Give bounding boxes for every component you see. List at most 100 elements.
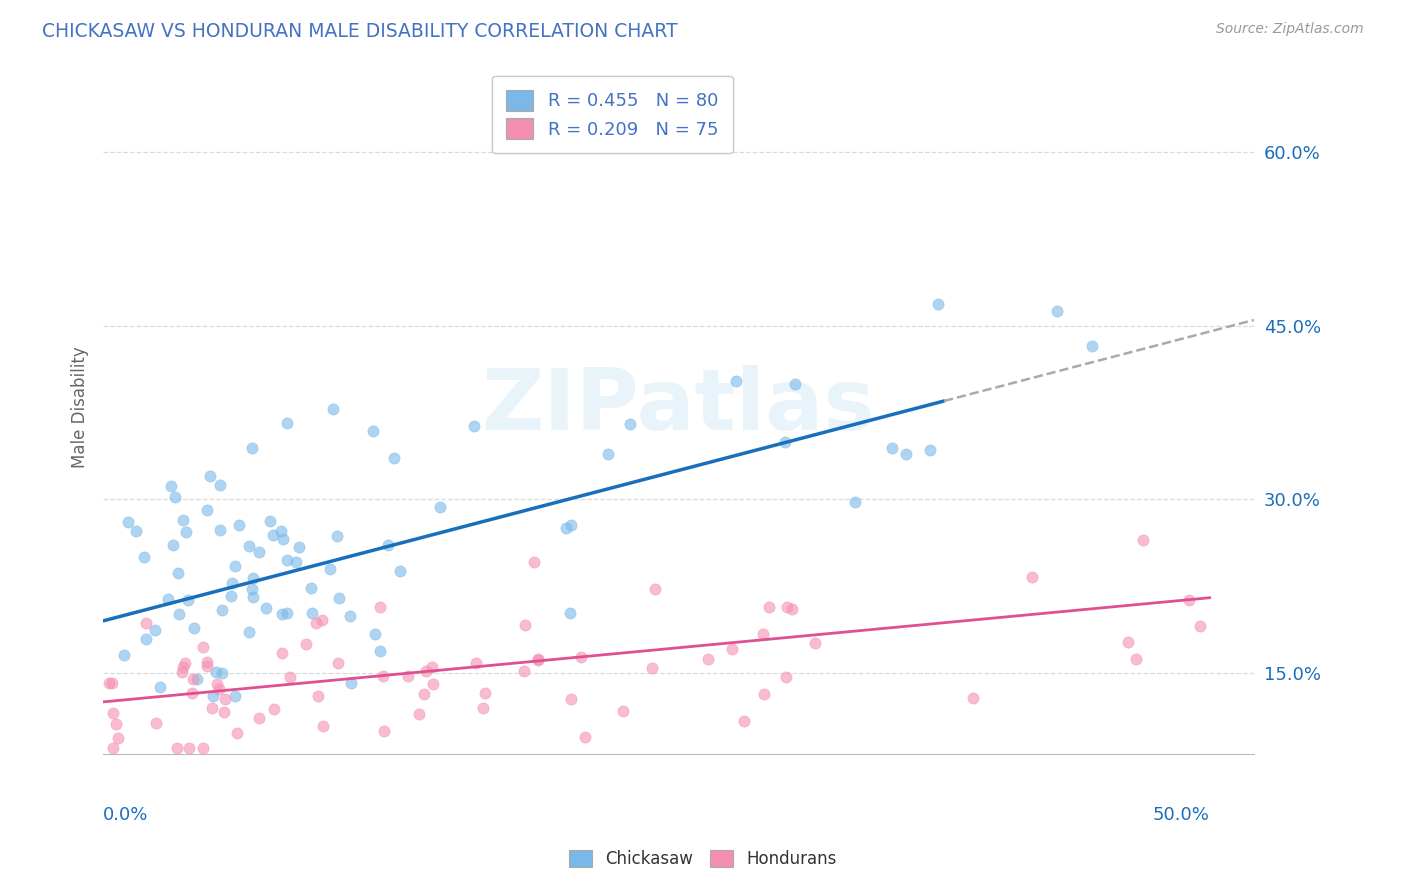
Point	[249, 711, 271, 725]
Point	[117, 515, 139, 529]
Point	[803, 635, 825, 649]
Point	[221, 576, 243, 591]
Point	[149, 681, 172, 695]
Point	[1177, 593, 1199, 607]
Point	[145, 716, 167, 731]
Point	[132, 550, 155, 565]
Point	[776, 599, 799, 614]
Point	[170, 665, 193, 679]
Point	[775, 670, 797, 684]
Point	[242, 590, 264, 604]
Point	[312, 718, 335, 732]
Point	[162, 538, 184, 552]
Point	[169, 607, 191, 621]
Point	[1046, 304, 1069, 318]
Point	[474, 686, 496, 700]
Point	[143, 623, 166, 637]
Point	[619, 417, 641, 431]
Point	[326, 657, 349, 671]
Point	[472, 700, 495, 714]
Point	[186, 672, 208, 686]
Point	[361, 424, 384, 438]
Point	[389, 565, 412, 579]
Point	[263, 702, 285, 716]
Point	[307, 690, 329, 704]
Point	[962, 690, 984, 705]
Point	[463, 418, 485, 433]
Point	[276, 417, 298, 431]
Point	[413, 687, 436, 701]
Point	[724, 375, 747, 389]
Text: ZIPatlas: ZIPatlas	[482, 366, 876, 449]
Point	[377, 538, 399, 552]
Point	[288, 540, 311, 554]
Point	[894, 446, 917, 460]
Point	[212, 705, 235, 719]
Point	[1132, 533, 1154, 547]
Point	[513, 618, 536, 632]
Point	[262, 528, 284, 542]
Point	[195, 656, 218, 670]
Point	[195, 659, 218, 673]
Point	[181, 686, 204, 700]
Point	[513, 665, 536, 679]
Point	[259, 514, 281, 528]
Point	[276, 606, 298, 620]
Point	[318, 561, 340, 575]
Point	[758, 599, 780, 614]
Point	[560, 691, 582, 706]
Point	[98, 676, 121, 690]
Text: 50.0%: 50.0%	[1153, 806, 1209, 824]
Point	[598, 447, 620, 461]
Point	[211, 603, 233, 617]
Point	[574, 730, 596, 744]
Point	[157, 592, 180, 607]
Point	[173, 657, 195, 671]
Point	[176, 525, 198, 540]
Point	[107, 731, 129, 746]
Point	[1116, 634, 1139, 648]
Point	[1188, 619, 1211, 633]
Point	[783, 377, 806, 392]
Point	[285, 555, 308, 569]
Point	[295, 637, 318, 651]
Point	[299, 581, 322, 595]
Point	[420, 660, 443, 674]
Point	[105, 717, 128, 731]
Point	[242, 571, 264, 585]
Point	[465, 656, 488, 670]
Point	[208, 682, 231, 697]
Point	[558, 606, 581, 620]
Point	[219, 589, 242, 603]
Point	[752, 626, 775, 640]
Point	[205, 665, 228, 680]
Point	[371, 669, 394, 683]
Point	[569, 650, 592, 665]
Point	[408, 706, 430, 721]
Point	[214, 692, 236, 706]
Point	[641, 661, 664, 675]
Point	[370, 599, 392, 614]
Point	[228, 517, 250, 532]
Point	[271, 607, 294, 621]
Point	[202, 689, 225, 703]
Point	[183, 621, 205, 635]
Point	[224, 689, 246, 703]
Point	[177, 593, 200, 607]
Point	[101, 706, 124, 721]
Point	[560, 517, 582, 532]
Point	[555, 521, 578, 535]
Point	[191, 640, 214, 654]
Point	[135, 632, 157, 647]
Point	[135, 616, 157, 631]
Legend: R = 0.455   N = 80, R = 0.209   N = 75: R = 0.455 N = 80, R = 0.209 N = 75	[492, 76, 733, 153]
Y-axis label: Male Disability: Male Disability	[72, 346, 89, 467]
Point	[918, 442, 941, 457]
Point	[124, 524, 146, 538]
Point	[415, 664, 437, 678]
Point	[326, 529, 349, 543]
Point	[340, 676, 363, 690]
Point	[733, 714, 755, 729]
Point	[339, 608, 361, 623]
Point	[163, 490, 186, 504]
